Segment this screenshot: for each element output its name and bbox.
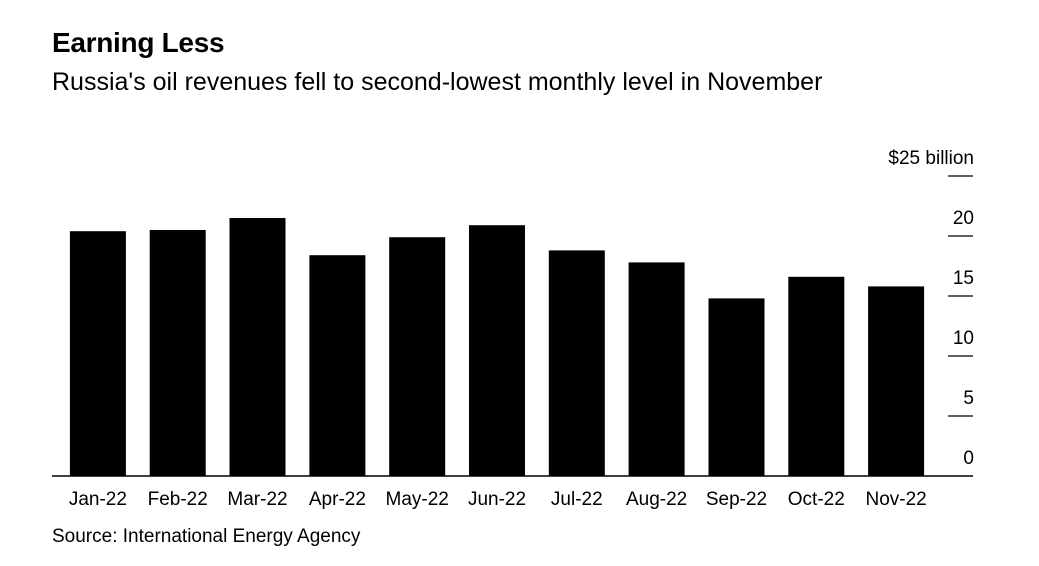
x-tick-label: May-22 xyxy=(386,489,449,510)
bar-feb-22 xyxy=(149,230,206,476)
bar-nov-22 xyxy=(868,286,925,476)
bar-may-22 xyxy=(389,237,446,476)
bar-jul-22 xyxy=(548,250,605,476)
y-tick-label: 20 xyxy=(953,208,974,229)
bar-mar-22 xyxy=(229,218,286,476)
x-tick-label: Oct-22 xyxy=(788,489,845,510)
x-tick-label: Jun-22 xyxy=(468,489,526,510)
x-tick-label: Nov-22 xyxy=(865,489,926,510)
x-tick-label: Mar-22 xyxy=(227,489,287,510)
bar-apr-22 xyxy=(309,255,366,476)
bar-jun-22 xyxy=(469,225,525,476)
bar-aug-22 xyxy=(628,262,685,476)
bar-sep-22 xyxy=(708,298,765,476)
chart-subtitle: Russia's oil revenues fell to second-low… xyxy=(52,68,823,96)
bar-jan-22 xyxy=(69,231,126,476)
chart-title: Earning Less xyxy=(52,27,225,58)
bars-group xyxy=(69,218,925,476)
x-tick-label: Feb-22 xyxy=(148,489,208,510)
x-tick-label: Apr-22 xyxy=(309,489,366,510)
bar-oct-22 xyxy=(788,276,845,476)
x-tick-label: Jul-22 xyxy=(551,489,603,510)
x-axis-labels: Jan-22 Feb-22 Mar-22 Apr-22 May-22 Jun-22 Jul-… xyxy=(69,489,927,510)
x-tick-label: Jan-22 xyxy=(69,489,127,510)
y-tick-label: $25 billion xyxy=(888,148,974,169)
y-tick-label: 5 xyxy=(963,388,974,409)
x-tick-label: Sep-22 xyxy=(706,489,767,510)
y-axis: 0 5 10 15 20 $25 billion xyxy=(52,148,974,477)
y-tick-label: 0 xyxy=(963,448,974,469)
y-tick-label: 15 xyxy=(953,268,974,289)
x-tick-label: Aug-22 xyxy=(626,489,687,510)
y-tick-label: 10 xyxy=(953,328,974,349)
source-note: Source: International Energy Agency xyxy=(52,526,361,547)
